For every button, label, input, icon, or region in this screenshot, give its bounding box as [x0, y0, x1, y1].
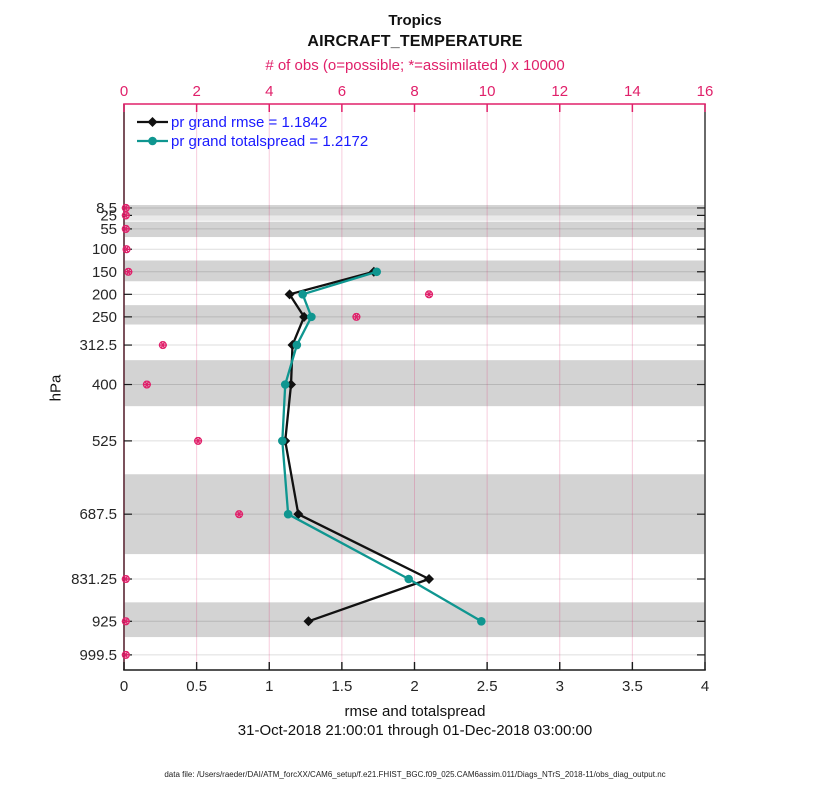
- obs-count-marker: [424, 290, 434, 299]
- y-axis-label: hPa: [47, 374, 65, 402]
- obs-count-marker: [121, 574, 130, 584]
- timespan-label: 31-Oct-2018 21:00:01 through 01-Dec-2018…: [237, 722, 593, 739]
- legend: [137, 117, 168, 146]
- pressure-band: [124, 602, 705, 638]
- tick-label-level: 925: [92, 613, 117, 630]
- tick-label-level: 25: [100, 207, 117, 224]
- tick-label-bottom: 4: [701, 678, 709, 695]
- tick-label-top: 14: [624, 83, 641, 100]
- tick-label-level: 831.25: [71, 571, 117, 588]
- tick-label-top: 16: [697, 83, 714, 100]
- pressure-band: [124, 221, 705, 238]
- tick-label-top: 0: [120, 83, 128, 100]
- pressure-band: [124, 360, 705, 407]
- tick-label-bottom: 3: [556, 678, 564, 695]
- variable-title: AIRCRAFT_TEMPERATURE: [307, 33, 523, 50]
- pressure-band: [124, 305, 705, 325]
- tick-label-level: 400: [92, 377, 117, 394]
- obs-count-marker: [194, 436, 203, 445]
- tick-label-level: 525: [92, 433, 117, 450]
- obs-count-marker: [121, 224, 130, 233]
- legend-entry-totalspread: pr grand totalspread = 1.2172: [171, 133, 369, 150]
- series-pr-grand-totalspread: [278, 267, 486, 626]
- x-axis-label: rmse and totalspread: [344, 703, 486, 720]
- tick-label-bottom: 3.5: [622, 678, 643, 695]
- pressure-band: [124, 215, 705, 221]
- obs-count-marker: [142, 380, 151, 389]
- tick-label-top: 12: [551, 83, 568, 100]
- tick-label-level: 200: [92, 286, 117, 303]
- obs-count-marker: [121, 617, 130, 626]
- tick-label-level: 687.5: [79, 506, 117, 523]
- tick-label-level: 312.5: [79, 337, 117, 354]
- pressure-band: [124, 260, 705, 282]
- tick-label-bottom: 2: [410, 678, 418, 695]
- obs-count-marker: [235, 510, 244, 519]
- obs-count-marker: [124, 267, 133, 276]
- tick-label-bottom: 1.5: [331, 678, 352, 695]
- series-pr-grand-rmse: [280, 266, 435, 627]
- tick-label-level: 250: [92, 309, 117, 326]
- obs-count-marker: [121, 650, 130, 659]
- tick-label-level: 55: [100, 221, 117, 238]
- tick-label-top: 10: [479, 83, 496, 100]
- obs-count-marker: [352, 312, 361, 321]
- obs-axis-label: # of obs (o=possible; *=assimilated ) x …: [265, 57, 565, 74]
- tick-label-level: 8.5: [96, 200, 117, 217]
- pressure-band: [124, 205, 705, 215]
- tick-label-top: 2: [192, 83, 200, 100]
- tick-label-top: 4: [265, 83, 273, 100]
- tick-label-bottom: 2.5: [477, 678, 498, 695]
- pressure-band: [124, 474, 705, 555]
- tick-label-top: 6: [338, 83, 346, 100]
- region-title: Tropics: [388, 12, 442, 29]
- tick-label-level: 100: [92, 241, 117, 258]
- tick-label-top: 8: [410, 83, 418, 100]
- tick-label-bottom: 0: [120, 678, 128, 695]
- obs-count-marker: [121, 203, 130, 213]
- obs-count-marker: [121, 211, 130, 220]
- obs-count-marker: [122, 245, 131, 254]
- tick-label-level: 999.5: [79, 647, 117, 664]
- tick-label-bottom: 1: [265, 678, 273, 695]
- obs-count-marker: [158, 341, 167, 350]
- tick-label-level: 150: [92, 264, 117, 281]
- datafile-footer: data file: /Users/raeder/DAI/ATM_forcXX/…: [164, 770, 666, 779]
- legend-entry-rmse: pr grand rmse = 1.1842: [171, 114, 328, 131]
- tick-label-bottom: 0.5: [186, 678, 207, 695]
